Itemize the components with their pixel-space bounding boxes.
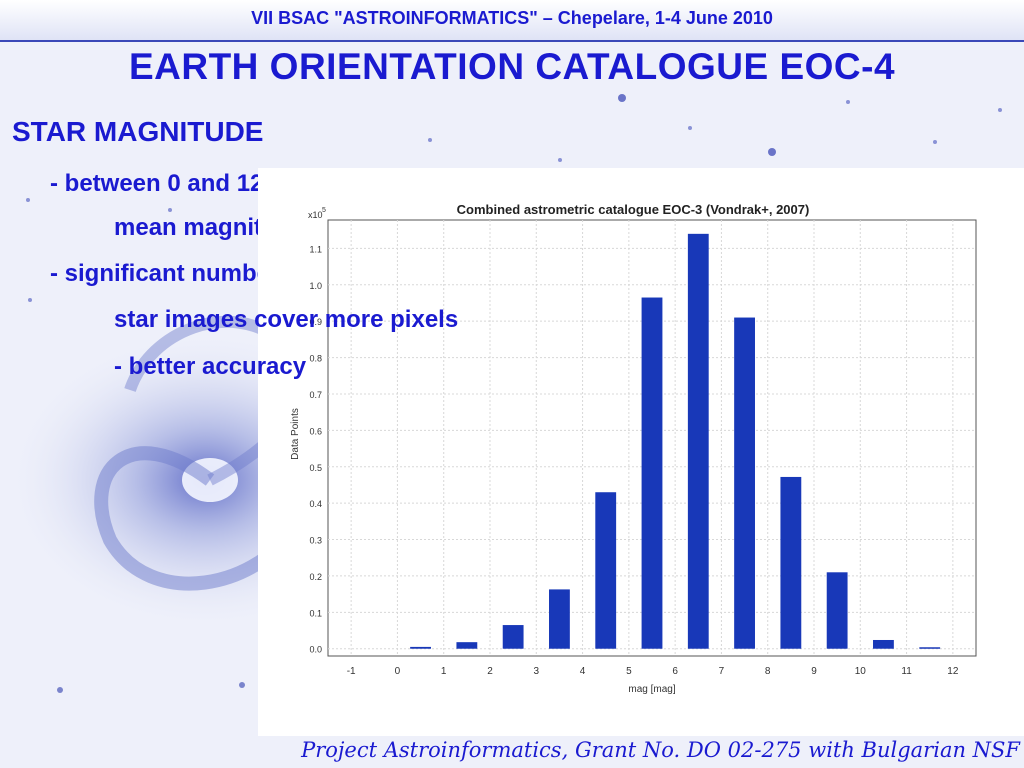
histogram-bar [873,639,894,649]
histogram-bar [780,476,802,649]
histogram-bar [456,642,478,649]
header-bar [0,0,1024,42]
x-tick-label: 6 [672,666,678,677]
star [239,682,245,688]
x-tick-label: 4 [580,666,586,677]
x-tick-label: 2 [487,666,493,677]
star [26,198,30,202]
histogram-bar [641,297,663,649]
histogram-bar [687,233,709,649]
y-tick-label: 0.5 [309,463,322,473]
x-tick-label: 0 [395,666,401,677]
star [428,138,432,142]
histogram-bar [502,625,524,649]
y-tick-label: 0.1 [309,608,322,618]
x-tick-label: 12 [947,666,959,677]
star [998,108,1002,112]
conference-header: VII BSAC "ASTROINFORMATICS" – Chepelare,… [251,8,773,28]
histogram-bar [410,646,431,649]
x-tick-label: 11 [901,666,912,677]
section-heading: STAR MAGNITUDE [12,116,264,147]
x-axis-label: mag [mag] [628,684,675,695]
star [846,100,850,104]
slide-title: EARTH ORIENTATION CATALOGUE EOC-4 [128,46,896,87]
x-tick-label: 3 [534,666,540,677]
bullet-magnitude-range: - between 0 and 12 [50,170,264,197]
x-tick-label: 1 [441,666,447,677]
y-tick-label: 0.4 [309,499,322,509]
star [168,208,172,212]
histogram-bar [919,647,941,649]
star [933,140,937,144]
x-tick-label: 9 [811,666,817,677]
y-tick-label: 0.6 [309,426,322,436]
star [618,94,626,102]
y-multiplier-exponent: 5 [322,207,326,214]
x-tick-label: 8 [765,666,771,677]
x-tick-label: 10 [855,666,867,677]
bullet-star-images: star images cover more pixels [114,306,459,333]
bullet-better-accuracy: - better accuracy [114,353,307,380]
star [28,298,32,302]
y-tick-label: 0.2 [309,572,322,582]
y-tick-label: 0.7 [309,390,322,400]
x-tick-label: 7 [719,666,725,677]
plot-frame [327,219,977,657]
y-multiplier: x10 [308,210,323,220]
y-tick-label: 0.8 [309,354,322,364]
y-tick-label: 1.1 [309,244,322,254]
histogram-bar [826,572,848,649]
histogram-bar [549,589,570,649]
histogram-bar [595,492,617,649]
y-tick-label: 0.9 [309,317,322,327]
chart-panel: Combined astrometric catalogue EOC-3 (Vo… [258,168,1024,736]
footer-credit: Project Astroinformatics, Grant No. DO 0… [301,738,1020,762]
star [57,687,63,693]
x-tick-label: 5 [626,666,632,677]
histogram-bar [734,317,755,649]
y-tick-label: 0.0 [309,645,322,655]
galaxy-arm [94,446,307,591]
histogram-chart: Combined astrometric catalogue EOC-3 (Vo… [290,202,977,695]
star [768,148,776,156]
y-tick-label: 0.3 [309,536,322,546]
chart-title: Combined astrometric catalogue EOC-3 (Vo… [457,202,810,217]
star [558,158,562,162]
x-tick-label: -1 [347,666,356,677]
y-tick-label: 1.0 [309,281,322,291]
y-axis-label: Data Points [290,408,301,460]
star [688,126,692,130]
